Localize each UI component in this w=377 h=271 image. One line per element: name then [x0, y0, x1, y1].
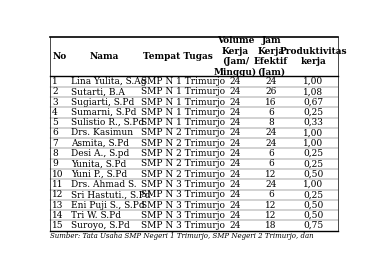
Text: 11: 11: [52, 180, 64, 189]
Text: No: No: [52, 52, 67, 61]
Text: 1,00: 1,00: [303, 139, 323, 148]
Text: 24: 24: [230, 180, 241, 189]
Text: 24: 24: [265, 180, 277, 189]
Text: 0,25: 0,25: [303, 149, 323, 158]
Text: 24: 24: [230, 139, 241, 148]
Text: 0,67: 0,67: [303, 98, 323, 107]
Text: SMP N 3 Trimurjo: SMP N 3 Trimurjo: [141, 221, 225, 230]
Text: 0,25: 0,25: [303, 159, 323, 168]
Text: 26: 26: [265, 87, 277, 96]
Text: Suroyo, S.Pd: Suroyo, S.Pd: [71, 221, 130, 230]
Text: 1,08: 1,08: [303, 87, 323, 96]
Text: 0,25: 0,25: [303, 108, 323, 117]
Text: 0,50: 0,50: [303, 211, 323, 220]
Text: 9: 9: [52, 159, 58, 168]
Text: Sulistio R., S.Pd: Sulistio R., S.Pd: [71, 118, 144, 127]
Text: 6: 6: [52, 128, 58, 137]
Text: 24: 24: [230, 98, 241, 107]
Text: 8: 8: [268, 118, 274, 127]
Text: 1,00: 1,00: [303, 180, 323, 189]
Text: 24: 24: [230, 108, 241, 117]
Text: SMP N 3 Trimurjo: SMP N 3 Trimurjo: [141, 211, 225, 220]
Text: Sugiarti, S.Pd: Sugiarti, S.Pd: [71, 98, 135, 107]
Text: 24: 24: [230, 159, 241, 168]
Text: Desi A., S.pd: Desi A., S.pd: [71, 149, 129, 158]
Text: SMP N 1 Trimurjo: SMP N 1 Trimurjo: [141, 87, 225, 96]
Text: SMP N 2 Trimurjo: SMP N 2 Trimurjo: [141, 159, 225, 168]
Text: 0,75: 0,75: [303, 221, 323, 230]
Text: Drs. Kasimun: Drs. Kasimun: [71, 128, 133, 137]
Text: 7: 7: [52, 139, 58, 148]
Text: Sri Hastuti., S.Pd: Sri Hastuti., S.Pd: [71, 190, 151, 199]
Text: 12: 12: [265, 211, 277, 220]
Text: Yunita, S.Pd: Yunita, S.Pd: [71, 159, 126, 168]
Text: 15: 15: [52, 221, 64, 230]
Text: 24: 24: [230, 190, 241, 199]
Text: 24: 24: [230, 170, 241, 179]
Text: 12: 12: [265, 170, 277, 179]
Text: 8: 8: [52, 149, 58, 158]
Text: SMP N 2 Trimurjo: SMP N 2 Trimurjo: [141, 128, 225, 137]
Text: 1,00: 1,00: [303, 77, 323, 86]
Text: 13: 13: [52, 201, 63, 209]
Text: SMP N 2 Trimurjo: SMP N 2 Trimurjo: [141, 139, 225, 148]
Text: SMP N 2 Trimurjo: SMP N 2 Trimurjo: [141, 149, 225, 158]
Text: 2: 2: [52, 87, 58, 96]
Text: 1,00: 1,00: [303, 128, 323, 137]
Text: Eni Puji S., S.Pd: Eni Puji S., S.Pd: [71, 201, 145, 209]
Text: 24: 24: [230, 149, 241, 158]
Text: Nama: Nama: [89, 52, 119, 61]
Text: SMP N 3 Trimurjo: SMP N 3 Trimurjo: [141, 190, 225, 199]
Text: 6: 6: [268, 190, 274, 199]
Text: Produktivitas
kerja: Produktivitas kerja: [279, 47, 347, 66]
Text: SMP N 3 Trimurjo: SMP N 3 Trimurjo: [141, 180, 225, 189]
Text: 24: 24: [230, 201, 241, 209]
Text: 16: 16: [265, 98, 277, 107]
Text: Sumarni, S.Pd: Sumarni, S.Pd: [71, 108, 136, 117]
Text: 6: 6: [268, 108, 274, 117]
Text: SMP N 1 Trimurjo: SMP N 1 Trimurjo: [141, 118, 225, 127]
Text: SMP N 1 Trimurjo: SMP N 1 Trimurjo: [141, 77, 225, 86]
Text: Lina Yulita, S.Ag: Lina Yulita, S.Ag: [71, 77, 147, 86]
Text: 24: 24: [230, 128, 241, 137]
Text: 6: 6: [268, 149, 274, 158]
Text: SMP N 1 Trimurjo: SMP N 1 Trimurjo: [141, 108, 225, 117]
Text: 12: 12: [265, 201, 277, 209]
Text: 1: 1: [52, 77, 58, 86]
Text: Sumber: Tata Usaha SMP Negeri 1 Trimurjo, SMP Negeri 2 Trimurjo, dan: Sumber: Tata Usaha SMP Negeri 1 Trimurjo…: [50, 232, 314, 240]
Text: 12: 12: [52, 190, 63, 199]
Text: 5: 5: [52, 118, 58, 127]
Text: 4: 4: [52, 108, 58, 117]
Text: 0,50: 0,50: [303, 170, 323, 179]
Text: Tri W. S.Pd: Tri W. S.Pd: [71, 211, 121, 220]
Text: 0,33: 0,33: [303, 118, 323, 127]
Text: Jam
Kerja
Efektif
(Jam): Jam Kerja Efektif (Jam): [254, 36, 288, 77]
Text: SMP N 2 Trimurjo: SMP N 2 Trimurjo: [141, 170, 225, 179]
Text: 6: 6: [268, 159, 274, 168]
Text: Yuni P., S.Pd: Yuni P., S.Pd: [71, 170, 127, 179]
Text: 24: 24: [265, 139, 277, 148]
Text: 0,25: 0,25: [303, 190, 323, 199]
Text: Tempat Tugas: Tempat Tugas: [143, 52, 213, 61]
Text: Asmita, S.Pd: Asmita, S.Pd: [71, 139, 129, 148]
Text: 0,50: 0,50: [303, 201, 323, 209]
Text: Volume
Kerja
(Jam/
Minggu): Volume Kerja (Jam/ Minggu): [214, 36, 257, 77]
Text: SMP N 3 Trimurjo: SMP N 3 Trimurjo: [141, 201, 225, 209]
Text: 14: 14: [52, 211, 64, 220]
Text: 24: 24: [265, 128, 277, 137]
Text: 24: 24: [230, 211, 241, 220]
Text: 24: 24: [230, 87, 241, 96]
Text: 18: 18: [265, 221, 277, 230]
Text: 24: 24: [230, 221, 241, 230]
Text: 24: 24: [230, 77, 241, 86]
Text: Sutarti, B.A: Sutarti, B.A: [71, 87, 125, 96]
Text: 3: 3: [52, 98, 58, 107]
Text: 10: 10: [52, 170, 64, 179]
Text: SMP N 1 Trimurjo: SMP N 1 Trimurjo: [141, 98, 225, 107]
Text: Drs. Ahmad S.: Drs. Ahmad S.: [71, 180, 137, 189]
Text: 24: 24: [230, 118, 241, 127]
Text: 24: 24: [265, 77, 277, 86]
